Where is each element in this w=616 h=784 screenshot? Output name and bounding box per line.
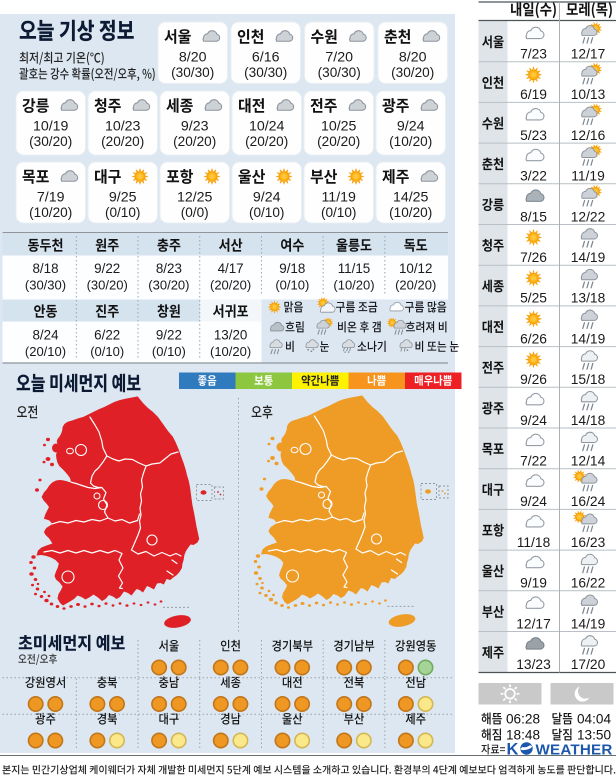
svg-text:5/25: 5/25 bbox=[520, 291, 547, 306]
svg-text:(20/10): (20/10) bbox=[25, 344, 66, 359]
svg-text:9/26: 9/26 bbox=[520, 372, 547, 387]
svg-text:9/24: 9/24 bbox=[397, 119, 425, 135]
svg-text:(30/30): (30/30) bbox=[171, 65, 214, 80]
svg-text:7/22: 7/22 bbox=[520, 454, 547, 469]
svg-text:(20/20): (20/20) bbox=[395, 278, 436, 293]
svg-text:9/24: 9/24 bbox=[520, 494, 547, 509]
svg-text:13/23: 13/23 bbox=[516, 657, 551, 672]
svg-text:8/20: 8/20 bbox=[399, 50, 427, 66]
svg-text:10/19: 10/19 bbox=[33, 119, 69, 135]
svg-text:7/19: 7/19 bbox=[37, 190, 65, 206]
svg-text:8/20: 8/20 bbox=[179, 50, 207, 66]
svg-text:WEATHER: WEATHER bbox=[535, 742, 612, 759]
svg-text:9/22: 9/22 bbox=[94, 261, 120, 276]
svg-text:(30/30): (30/30) bbox=[25, 278, 66, 293]
svg-text:17/20: 17/20 bbox=[571, 657, 606, 672]
svg-text:11/19: 11/19 bbox=[321, 190, 356, 206]
svg-text:06:28: 06:28 bbox=[506, 712, 540, 727]
svg-text:14/19: 14/19 bbox=[571, 331, 606, 346]
svg-text:18:48: 18:48 bbox=[506, 728, 540, 743]
svg-text:(20/20): (20/20) bbox=[173, 134, 216, 149]
svg-text:10/13: 10/13 bbox=[571, 87, 606, 102]
svg-text:(30/30): (30/30) bbox=[318, 65, 361, 80]
svg-text:(0/10): (0/10) bbox=[152, 344, 186, 359]
svg-text:8/23: 8/23 bbox=[156, 261, 182, 276]
svg-text:(0/10): (0/10) bbox=[275, 278, 309, 293]
svg-text:4/17: 4/17 bbox=[218, 261, 244, 276]
svg-text:5/23: 5/23 bbox=[520, 128, 547, 143]
svg-text:(10/20): (10/20) bbox=[389, 134, 432, 149]
svg-text:6/22: 6/22 bbox=[94, 328, 120, 343]
svg-text:(10/20): (10/20) bbox=[210, 344, 251, 359]
svg-text:6/16: 6/16 bbox=[252, 50, 280, 66]
svg-text:10/23: 10/23 bbox=[105, 119, 141, 135]
svg-text:9/19: 9/19 bbox=[520, 576, 547, 591]
svg-text:(10/20): (10/20) bbox=[333, 278, 374, 293]
svg-text:(30/20): (30/20) bbox=[87, 278, 128, 293]
svg-text:16/22: 16/22 bbox=[571, 576, 606, 591]
svg-text:8/15: 8/15 bbox=[520, 209, 547, 224]
svg-text:(20/20): (20/20) bbox=[245, 134, 288, 149]
svg-text:10/25: 10/25 bbox=[321, 119, 357, 135]
svg-text:15/18: 15/18 bbox=[571, 372, 606, 387]
svg-text:9/18: 9/18 bbox=[279, 261, 305, 276]
svg-text:(20/20): (20/20) bbox=[210, 278, 251, 293]
svg-text:11/18: 11/18 bbox=[517, 535, 551, 550]
svg-text:9/24: 9/24 bbox=[253, 190, 281, 206]
svg-text:12/17: 12/17 bbox=[516, 616, 551, 631]
svg-text:16/23: 16/23 bbox=[571, 535, 606, 550]
svg-text:14/19: 14/19 bbox=[571, 616, 606, 631]
svg-text:11/15: 11/15 bbox=[338, 261, 371, 276]
svg-text:6/26: 6/26 bbox=[520, 331, 547, 346]
svg-text:(0/10): (0/10) bbox=[105, 205, 141, 220]
svg-text:14/25: 14/25 bbox=[393, 190, 429, 206]
svg-text:7/23: 7/23 bbox=[520, 47, 547, 62]
svg-text:(30/20): (30/20) bbox=[148, 278, 189, 293]
svg-text:13/20: 13/20 bbox=[214, 328, 248, 343]
svg-text:12/25: 12/25 bbox=[177, 190, 213, 206]
svg-text:(0/10): (0/10) bbox=[321, 205, 357, 220]
svg-text:(0/10): (0/10) bbox=[90, 344, 124, 359]
svg-text:6/19: 6/19 bbox=[520, 87, 547, 102]
svg-text:14/18: 14/18 bbox=[571, 413, 606, 428]
svg-text:7/26: 7/26 bbox=[520, 250, 547, 265]
svg-text:(10/20): (10/20) bbox=[389, 205, 432, 220]
svg-text:(30/20): (30/20) bbox=[391, 65, 434, 80]
svg-text:8/18: 8/18 bbox=[32, 261, 58, 276]
svg-text:K: K bbox=[507, 741, 519, 759]
svg-text:14/19: 14/19 bbox=[571, 250, 606, 265]
svg-text:(0/0): (0/0) bbox=[181, 205, 209, 220]
svg-text:12/14: 12/14 bbox=[571, 454, 606, 469]
svg-text:7/20: 7/20 bbox=[325, 50, 353, 66]
svg-text:12/16: 12/16 bbox=[571, 128, 606, 143]
svg-text:9/23: 9/23 bbox=[181, 119, 209, 135]
svg-text:(10/20): (10/20) bbox=[29, 205, 72, 220]
svg-text:10/12: 10/12 bbox=[399, 261, 433, 276]
svg-text:12/17: 12/17 bbox=[571, 47, 606, 62]
svg-text:9/22: 9/22 bbox=[156, 328, 182, 343]
svg-text:3/22: 3/22 bbox=[520, 169, 547, 184]
svg-text:16/24: 16/24 bbox=[571, 494, 606, 509]
svg-text:(20/20): (20/20) bbox=[317, 134, 360, 149]
svg-text:12/22: 12/22 bbox=[571, 209, 606, 224]
svg-text:11/19: 11/19 bbox=[571, 169, 605, 184]
svg-text:04:04: 04:04 bbox=[577, 712, 611, 727]
svg-text:(0/10): (0/10) bbox=[249, 205, 285, 220]
svg-text:13/18: 13/18 bbox=[571, 291, 606, 306]
svg-text:(20/20): (20/20) bbox=[101, 134, 144, 149]
svg-text:(30/30): (30/30) bbox=[244, 65, 287, 80]
svg-text:9/25: 9/25 bbox=[109, 190, 137, 206]
svg-text:9/24: 9/24 bbox=[520, 413, 547, 428]
svg-text:10/24: 10/24 bbox=[249, 119, 285, 135]
svg-text:13:50: 13:50 bbox=[577, 728, 611, 743]
svg-text:8/24: 8/24 bbox=[32, 328, 59, 343]
svg-text:(30/20): (30/20) bbox=[29, 134, 72, 149]
